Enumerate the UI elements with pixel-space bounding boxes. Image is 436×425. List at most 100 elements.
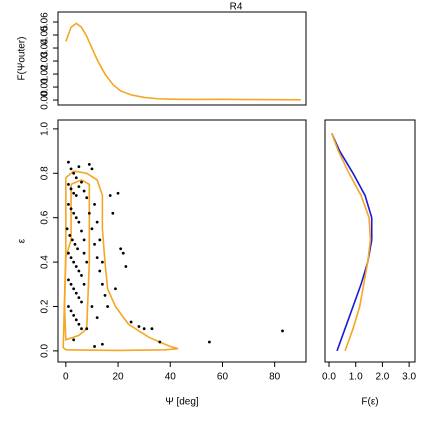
y-tick-label: 0.4 — [40, 255, 51, 269]
point — [73, 242, 77, 246]
y-tick-label: 1.0 — [40, 121, 51, 135]
point — [85, 196, 89, 200]
point — [80, 274, 83, 277]
point — [69, 309, 73, 313]
x-axis-label: Ψ [deg] — [165, 397, 199, 408]
point — [67, 251, 70, 255]
point — [72, 171, 76, 175]
y-tick-label: 0.2 — [40, 299, 51, 313]
point — [74, 194, 78, 197]
point — [72, 338, 76, 342]
point — [80, 180, 83, 184]
point — [69, 282, 73, 286]
point — [82, 238, 86, 242]
point — [98, 238, 102, 242]
y-axis-label: F(Ψouter) — [17, 37, 28, 81]
point — [158, 340, 162, 344]
point — [80, 229, 83, 233]
point — [93, 202, 96, 206]
point — [103, 293, 107, 297]
point — [72, 191, 76, 195]
x-tick-label: 60 — [217, 372, 229, 383]
point — [121, 251, 125, 255]
point — [116, 191, 120, 195]
point — [90, 167, 94, 171]
x-tick-label: 2.0 — [375, 372, 389, 383]
point — [100, 260, 104, 264]
point — [77, 165, 81, 169]
point — [67, 278, 70, 282]
point — [82, 251, 86, 255]
point — [90, 305, 94, 308]
point — [69, 167, 73, 171]
point — [100, 282, 104, 286]
point — [70, 238, 74, 242]
point — [100, 342, 104, 346]
chart-title: R4 — [230, 2, 243, 13]
panel-frame — [57, 11, 307, 106]
point — [77, 185, 81, 189]
point — [95, 256, 99, 260]
y-tick-label: 0.03 — [40, 51, 51, 71]
y-tick-label: 0.00 — [40, 90, 51, 110]
point — [80, 300, 83, 304]
x-tick-label: 80 — [269, 372, 281, 383]
point — [106, 305, 109, 308]
x-tick-label: 0.0 — [322, 372, 336, 383]
point — [119, 247, 123, 251]
point — [69, 256, 73, 260]
point — [72, 313, 76, 317]
point — [137, 325, 141, 328]
point — [72, 260, 76, 264]
point — [77, 220, 81, 224]
point — [85, 327, 89, 331]
y-tick-label: 0.6 — [40, 210, 51, 224]
y-tick-label: 0.01 — [40, 77, 51, 97]
point — [93, 345, 96, 348]
point — [82, 282, 86, 286]
density-line — [330, 132, 373, 352]
point — [68, 234, 72, 237]
point — [111, 211, 115, 215]
panel-frame — [57, 119, 307, 363]
x-tick-label: 20 — [112, 372, 124, 383]
point — [114, 287, 117, 291]
y-tick-label: 0.8 — [40, 166, 51, 180]
point — [74, 318, 78, 322]
point — [85, 260, 89, 264]
point — [281, 329, 284, 333]
contour — [63, 179, 91, 341]
point — [72, 287, 76, 291]
point — [74, 291, 78, 295]
point — [150, 327, 154, 331]
point — [74, 176, 78, 180]
point — [208, 340, 211, 344]
x-axis-label: F(ε) — [361, 397, 378, 408]
point — [90, 227, 94, 231]
point — [74, 265, 78, 268]
point — [124, 265, 128, 268]
point — [67, 202, 70, 206]
point — [142, 327, 146, 331]
point — [129, 320, 133, 324]
x-tick-label: 1.0 — [349, 372, 363, 383]
y-tick-label: 0.0 — [40, 344, 51, 358]
point — [65, 227, 69, 231]
point — [74, 216, 78, 220]
point — [67, 305, 70, 308]
point — [93, 242, 96, 246]
y-axis-label: ε — [17, 238, 28, 243]
point — [67, 160, 70, 164]
point — [87, 163, 91, 166]
point — [77, 296, 81, 300]
x-tick-label: 3.0 — [402, 372, 416, 383]
point — [98, 269, 102, 273]
x-tick-label: 0 — [63, 372, 69, 383]
point — [67, 182, 70, 186]
point — [95, 220, 99, 224]
x-tick-label: 40 — [165, 372, 177, 383]
point — [77, 269, 81, 273]
point — [80, 327, 83, 331]
panel-frame — [324, 119, 416, 363]
